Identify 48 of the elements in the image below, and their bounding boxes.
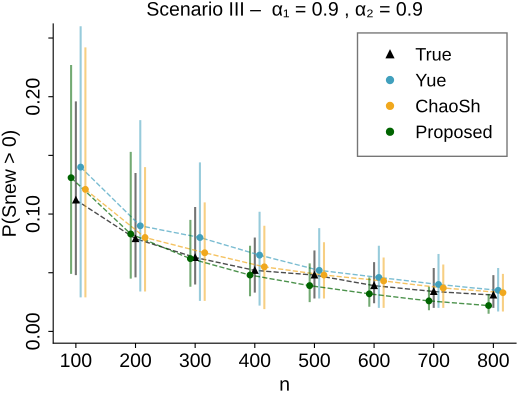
point bbox=[380, 277, 388, 284]
point bbox=[375, 274, 382, 281]
x-axis-title: n bbox=[280, 380, 289, 391]
x-tick-label: 200 bbox=[120, 353, 151, 368]
legend-label: Yue bbox=[416, 74, 446, 87]
point bbox=[246, 272, 254, 279]
y-tick-label: 0.00 bbox=[26, 313, 40, 350]
point bbox=[306, 282, 314, 290]
point bbox=[260, 263, 268, 270]
point bbox=[485, 302, 492, 310]
chart-title: Scenario III – α₁ = 0.9 , α₂ = 0.9 bbox=[147, 2, 422, 18]
x-tick-label: 400 bbox=[239, 353, 270, 368]
point bbox=[77, 164, 84, 171]
point bbox=[196, 234, 204, 241]
point bbox=[310, 272, 318, 279]
point bbox=[82, 186, 89, 193]
point bbox=[316, 266, 323, 274]
y-axis-title: P(Snew > 0) bbox=[2, 130, 20, 236]
point bbox=[142, 234, 149, 241]
point bbox=[435, 280, 442, 288]
point bbox=[425, 297, 432, 304]
legend-label: True bbox=[416, 48, 451, 61]
point bbox=[186, 255, 194, 262]
y-tick-label: 0.20 bbox=[26, 78, 40, 115]
point bbox=[251, 266, 258, 274]
point bbox=[499, 289, 506, 296]
y-tick-label: 0.10 bbox=[26, 196, 40, 232]
point bbox=[370, 282, 378, 290]
point bbox=[430, 288, 438, 295]
legend-label: Proposed bbox=[416, 124, 492, 142]
point bbox=[256, 252, 264, 259]
point bbox=[68, 174, 75, 182]
point bbox=[366, 290, 373, 298]
point bbox=[201, 249, 208, 256]
x-tick-label: 700 bbox=[418, 353, 450, 368]
point bbox=[490, 292, 497, 298]
x-tick-label: 600 bbox=[358, 353, 390, 368]
point bbox=[320, 272, 328, 279]
legend-label: ChaoSh bbox=[416, 99, 480, 112]
point bbox=[72, 196, 80, 204]
point bbox=[136, 222, 144, 230]
x-tick-label: 300 bbox=[180, 353, 211, 368]
point bbox=[127, 230, 134, 238]
point bbox=[440, 284, 447, 292]
point bbox=[132, 235, 139, 242]
x-tick-label: 100 bbox=[61, 353, 92, 368]
x-tick-label: 800 bbox=[478, 353, 509, 368]
x-tick-label: 500 bbox=[299, 353, 330, 368]
